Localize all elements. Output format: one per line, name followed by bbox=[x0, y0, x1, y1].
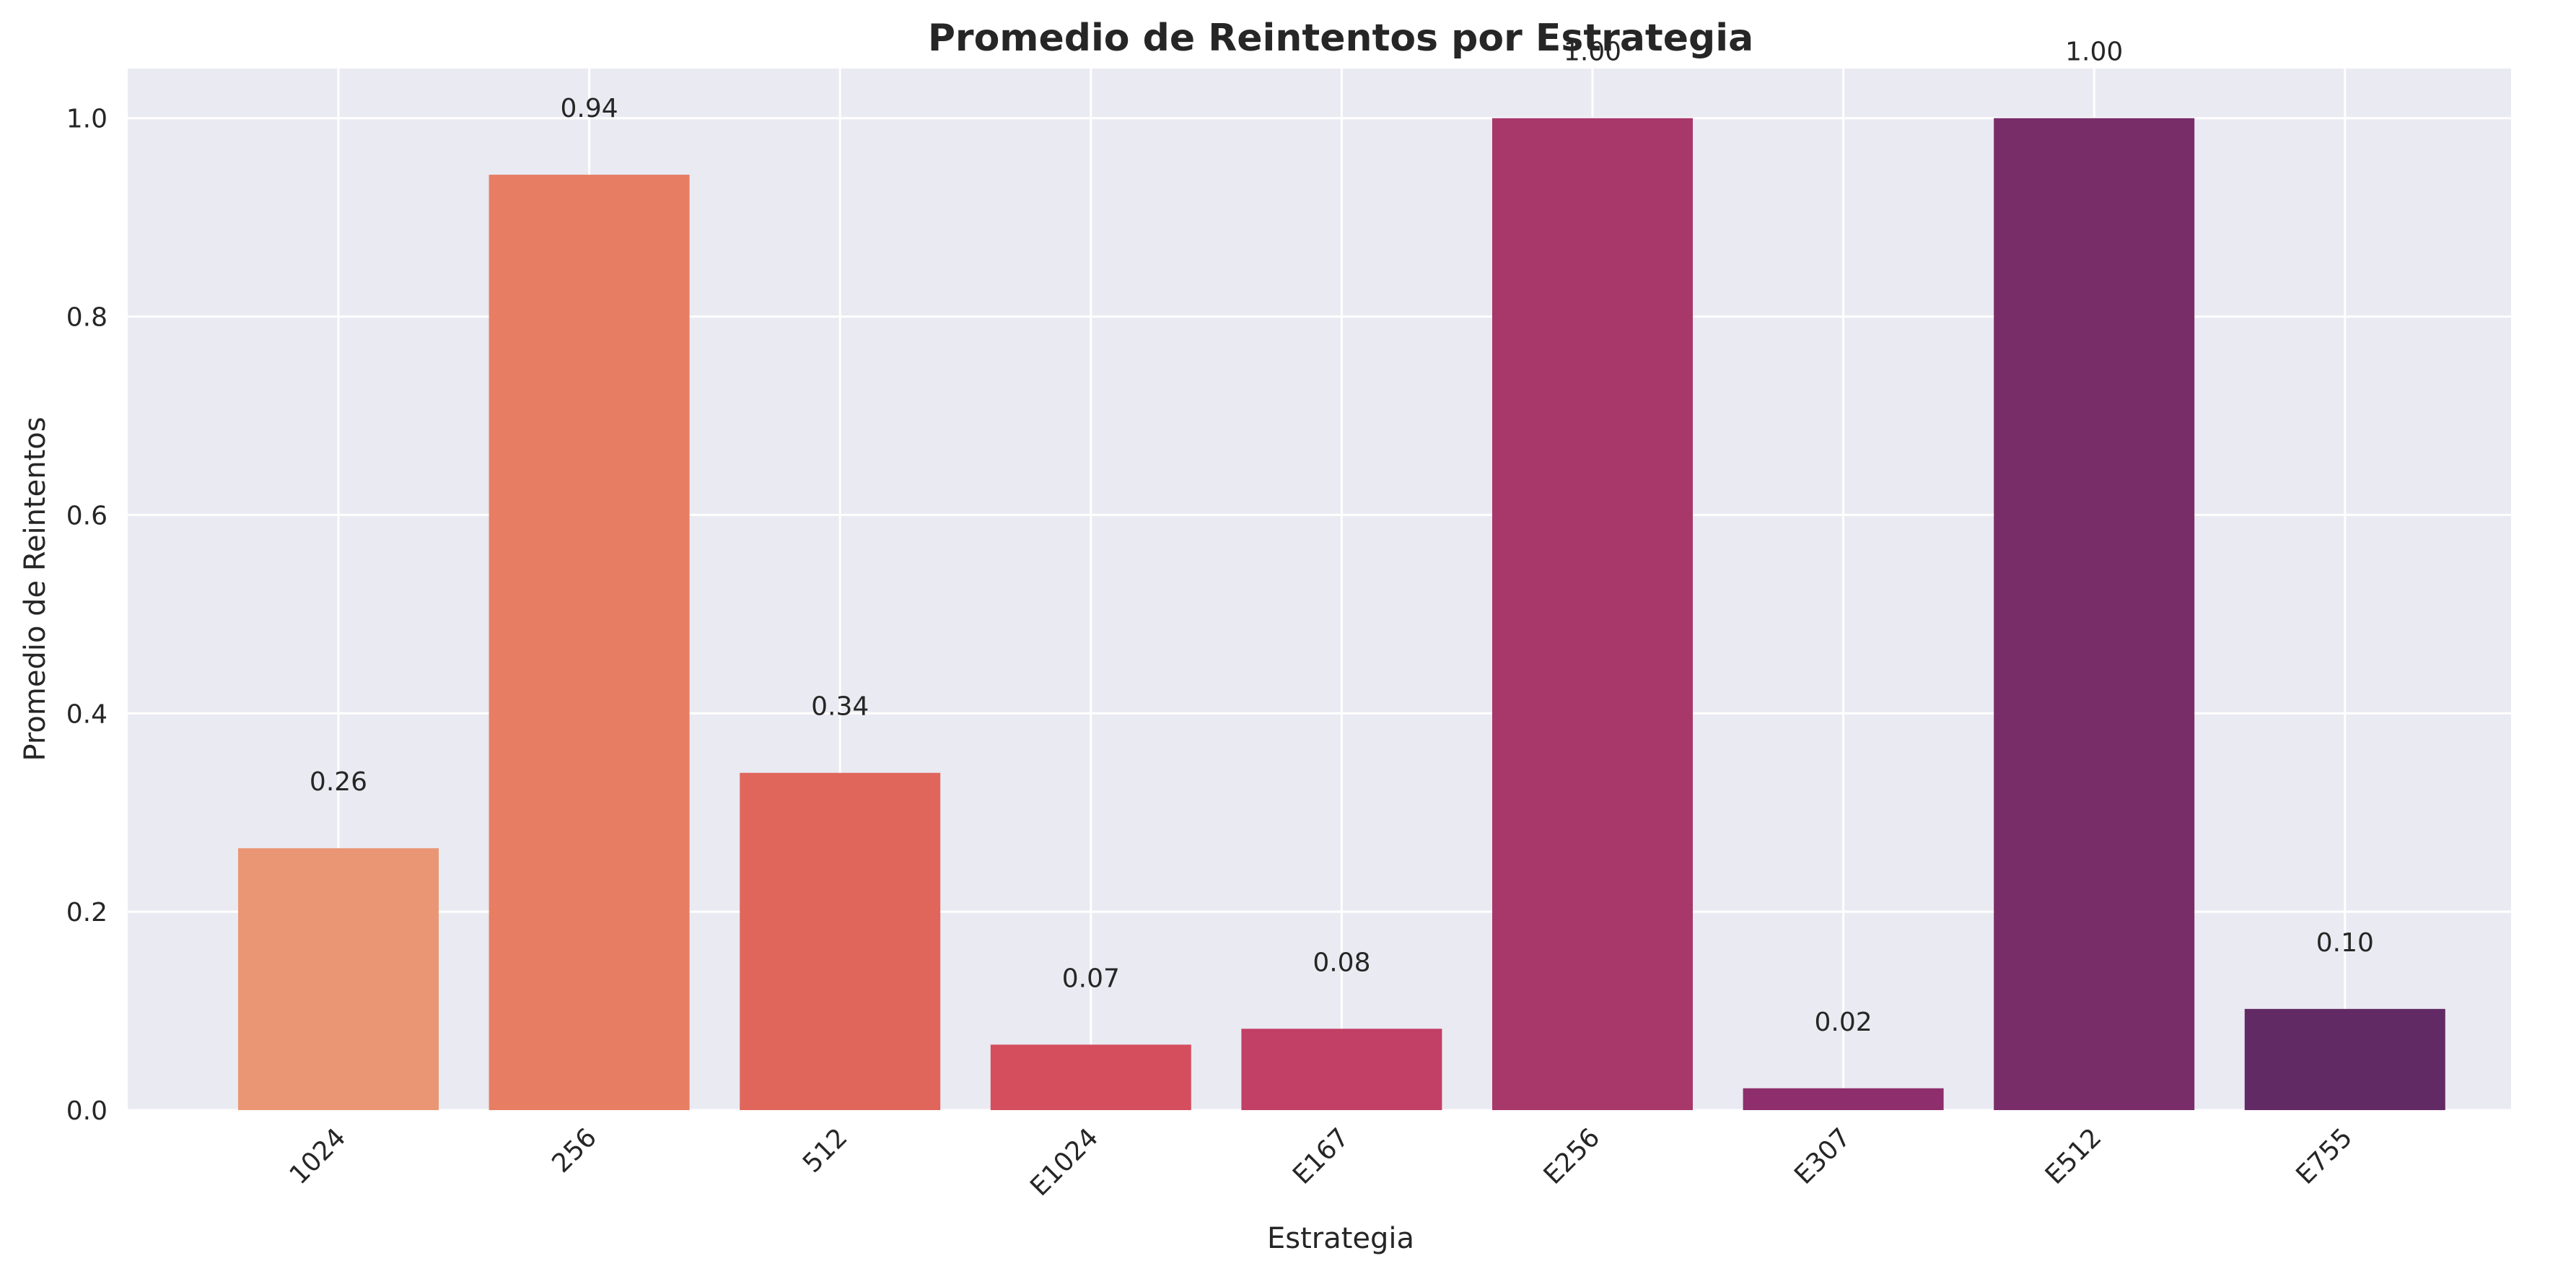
data-label-e512: 1.00 bbox=[2065, 38, 2123, 67]
x-tick-label-256: 256 bbox=[546, 1122, 603, 1179]
x-tick-label-1024: 1024 bbox=[284, 1122, 352, 1190]
bar-e256 bbox=[1492, 118, 1693, 1111]
data-label-e167: 0.08 bbox=[1313, 948, 1370, 977]
y-axis-label: Promedio de Reintentos bbox=[19, 416, 52, 761]
x-axis-ticks: 1024 256 512 E1024 E167 E256 E307 E512 E755 bbox=[284, 1122, 2359, 1202]
bar-e1024 bbox=[990, 1044, 1191, 1110]
bar-1024 bbox=[238, 848, 439, 1110]
y-tick-label: 0.4 bbox=[66, 699, 108, 729]
data-label-e755: 0.10 bbox=[2316, 928, 2374, 958]
bar-e307 bbox=[1743, 1088, 1944, 1110]
y-tick-label: 0.0 bbox=[66, 1096, 108, 1126]
bars bbox=[238, 118, 2445, 1111]
x-tick-label-e256: E256 bbox=[1538, 1122, 1606, 1190]
data-label-1024: 0.26 bbox=[310, 767, 367, 797]
y-tick-label: 0.6 bbox=[66, 501, 108, 531]
x-tick-label-e512: E512 bbox=[2040, 1122, 2108, 1190]
data-label-512: 0.34 bbox=[811, 692, 869, 722]
x-tick-label-e1024: E1024 bbox=[1025, 1122, 1104, 1202]
data-label-e1024: 0.07 bbox=[1062, 964, 1120, 993]
data-labels: 0.26 0.94 0.34 0.07 0.08 1.00 0.02 1.00 0.10 bbox=[310, 38, 2374, 1037]
bar-256 bbox=[489, 175, 690, 1110]
bar-e167 bbox=[1241, 1029, 1442, 1110]
data-label-e256: 1.00 bbox=[1564, 38, 1621, 67]
x-tick-label-512: 512 bbox=[797, 1122, 854, 1179]
bar-512 bbox=[740, 772, 941, 1110]
x-tick-label-e307: E307 bbox=[1789, 1122, 1857, 1190]
bar-e755 bbox=[2244, 1008, 2445, 1110]
x-tick-label-e755: E755 bbox=[2290, 1122, 2358, 1190]
y-tick-label: 1.0 bbox=[66, 105, 108, 134]
chart-title: Promedio de Reintentos por Estrategia bbox=[928, 17, 1753, 60]
x-tick-label-e167: E167 bbox=[1287, 1122, 1355, 1190]
data-label-e307: 0.02 bbox=[1815, 1008, 1872, 1037]
bar-e512 bbox=[1994, 118, 2195, 1111]
data-label-256: 0.94 bbox=[561, 94, 618, 123]
y-tick-label: 0.8 bbox=[66, 303, 108, 333]
y-axis-ticks: 0.0 0.2 0.4 0.6 0.8 1.0 bbox=[66, 105, 108, 1126]
x-axis-label: Estrategia bbox=[1267, 1222, 1414, 1255]
y-tick-label: 0.2 bbox=[66, 898, 108, 927]
